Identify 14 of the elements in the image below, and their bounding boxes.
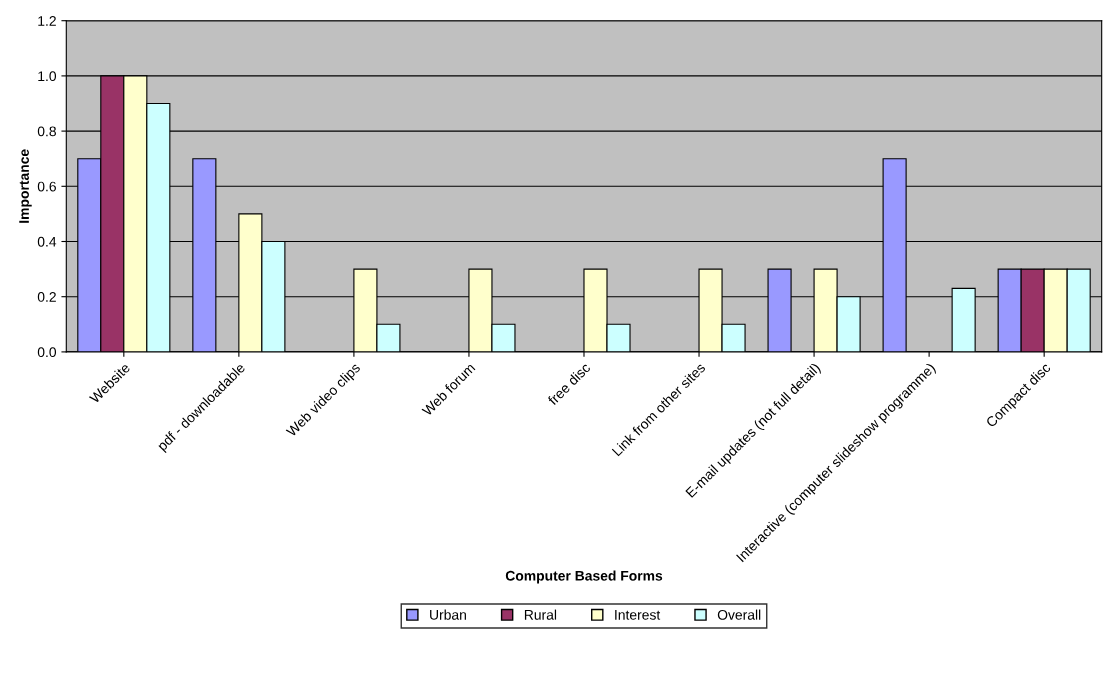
legend-label: Overall xyxy=(717,609,761,620)
y-tick-label: 1.0 xyxy=(38,71,57,82)
legend-label: Interest xyxy=(615,610,661,620)
legend-label: Rural xyxy=(524,609,557,620)
y-tick-label: 1.2 xyxy=(38,16,56,26)
x-tick-label: free disc xyxy=(547,361,591,406)
legend-label: Urban xyxy=(430,609,466,620)
y-axis-title: Importance xyxy=(19,149,32,223)
x-axis-title: Computer Based Forms xyxy=(505,570,663,584)
y-tick-label: 0.2 xyxy=(37,292,56,302)
y-tick-label: 0.4 xyxy=(37,236,57,247)
y-tick-label: 0.8 xyxy=(37,126,56,137)
y-tick-label: 0.0 xyxy=(37,347,57,358)
y-tick-label: 0.6 xyxy=(37,181,56,192)
